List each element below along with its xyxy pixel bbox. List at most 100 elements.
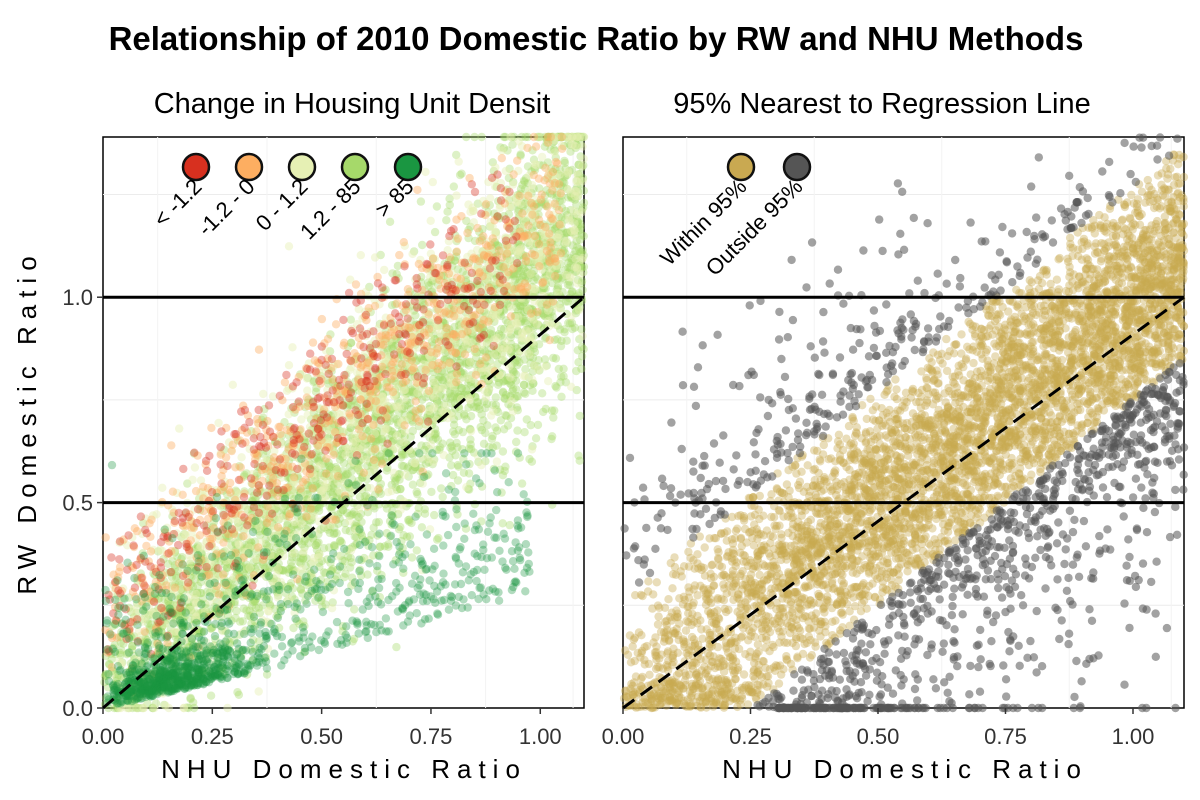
point-neg1.2-0	[548, 186, 557, 195]
point-1.2-85	[375, 542, 385, 551]
point-1.2-85	[521, 389, 530, 398]
point-1.2-85	[432, 445, 441, 454]
point-1.2-85	[352, 437, 362, 447]
point-1.2-85	[404, 515, 413, 525]
point-1.2-85	[422, 324, 431, 333]
point-0-1.2	[410, 459, 419, 468]
point-1.2-85	[273, 457, 282, 466]
point-1.2-85	[412, 487, 421, 497]
point-1.2-85	[187, 579, 196, 589]
point-neg1.2-0	[452, 332, 461, 341]
point-1.2-85	[404, 367, 413, 377]
point-1.2-85	[290, 494, 299, 503]
right-x-axis-title: NHU Domestic Ratio	[722, 754, 1088, 784]
point-1.2-85	[332, 515, 341, 525]
point-1.2-85	[339, 458, 349, 468]
point-1.2-85	[494, 330, 504, 339]
point-1.2-85	[384, 542, 393, 551]
point-neg1.2-0	[513, 156, 522, 165]
point-neg1.2-0	[414, 417, 424, 426]
point-1.2-85	[245, 593, 254, 603]
point-1.2-85	[506, 246, 515, 255]
point-neg1.2-0	[367, 434, 376, 443]
point-1.2-85	[477, 410, 486, 419]
point-1.2-85	[234, 522, 244, 531]
point-1.2-85	[261, 527, 270, 536]
point-1.2-85	[308, 396, 318, 406]
point-neg1.2-0	[101, 533, 110, 542]
point-0-1.2	[139, 703, 148, 713]
point-0-1.2	[284, 361, 294, 370]
point-1.2-85	[512, 437, 521, 447]
point-1.2-85	[341, 483, 350, 492]
point-1.2-85	[491, 423, 500, 432]
point-1.2-85	[543, 271, 552, 281]
point-1.2-85	[530, 163, 539, 173]
point-1.2-85	[445, 200, 454, 210]
point-neg1.2-0	[442, 323, 451, 333]
point-1.2-85	[551, 354, 561, 363]
point-1.2-85	[524, 257, 533, 267]
point-1.2-85	[412, 301, 421, 310]
point-1.2-85	[202, 567, 211, 577]
point-neg1.2-0	[296, 484, 305, 493]
point-0-1.2	[484, 385, 493, 394]
point-neg1.2-0	[524, 221, 533, 230]
point-1.2-85	[243, 517, 253, 526]
point-1.2-85	[446, 387, 455, 396]
point-0-1.2	[518, 329, 527, 338]
point-1.2-85	[477, 132, 486, 142]
point-1.2-85	[429, 254, 438, 263]
point-1.2-85	[456, 368, 465, 377]
point-1.2-85	[500, 393, 509, 403]
point-1.2-85	[534, 320, 543, 329]
point-neg1.2-0	[471, 370, 481, 380]
point-neg1.2-0	[140, 627, 149, 636]
point-1.2-85	[292, 492, 301, 501]
point-1.2-85	[523, 325, 533, 334]
point-1.2-85	[269, 512, 278, 522]
point-1.2-85	[506, 414, 516, 423]
point-1.2-85	[497, 324, 506, 334]
point-1.2-85	[371, 435, 381, 445]
point-1.2-85	[279, 566, 288, 575]
point-1.2-85	[540, 198, 550, 207]
point-0-1.2	[392, 431, 402, 441]
point-1.2-85	[390, 335, 399, 344]
point-1.2-85	[377, 570, 386, 580]
point-1.2-85	[541, 232, 551, 242]
point-1.2-85	[521, 316, 531, 326]
point-1.2-85	[262, 508, 271, 517]
point-neg1.2-0	[506, 312, 516, 321]
point-0-1.2	[235, 540, 244, 550]
point-1.2-85	[551, 234, 561, 243]
point-0-1.2	[492, 457, 502, 466]
point-1.2-85	[287, 469, 296, 478]
point-1.2-85	[461, 277, 471, 287]
point-1.2-85	[282, 449, 291, 458]
point-1.2-85	[548, 138, 558, 147]
point-1.2-85	[491, 393, 500, 402]
point-1.2-85	[255, 530, 265, 540]
point-lt-neg1.2	[338, 401, 348, 410]
point-1.2-85	[421, 392, 430, 402]
point-1.2-85	[266, 507, 276, 516]
point-1.2-85	[202, 587, 212, 596]
point-1.2-85	[482, 339, 492, 348]
point-1.2-85	[349, 461, 359, 470]
point-neg1.2-0	[333, 472, 343, 481]
point-1.2-85	[549, 253, 558, 263]
point-1.2-85	[191, 593, 200, 602]
point-1.2-85	[312, 440, 321, 449]
point-1.2-85	[138, 549, 147, 558]
point-1.2-85	[469, 402, 478, 412]
point-1.2-85	[571, 134, 581, 143]
point-1.2-85	[449, 427, 458, 436]
point-1.2-85	[171, 632, 180, 641]
point-neg1.2-0	[254, 345, 264, 354]
point-1.2-85	[328, 565, 338, 574]
point-1.2-85	[188, 640, 197, 649]
point-1.2-85	[447, 461, 456, 470]
point-1.2-85	[238, 617, 247, 626]
point-1.2-85	[225, 637, 234, 647]
